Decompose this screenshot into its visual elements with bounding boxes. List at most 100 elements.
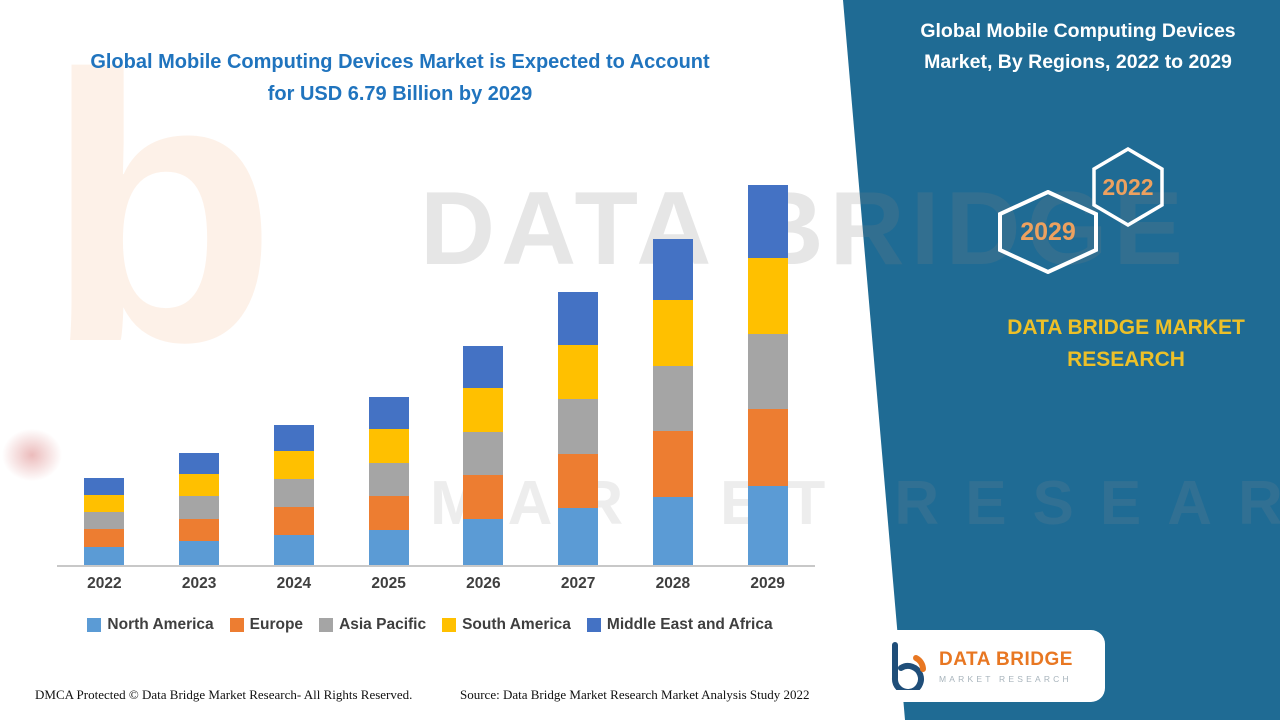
bar-segment-asia-pacific bbox=[652, 365, 693, 432]
bar-segment-south-america bbox=[558, 345, 599, 400]
brand-name-line1: DATA BRIDGE MARKET bbox=[1007, 316, 1245, 339]
legend-label-europe: Europe bbox=[249, 616, 304, 633]
legend-label-asia-pacific: Asia Pacific bbox=[339, 616, 427, 633]
bar-column-2026 bbox=[436, 346, 531, 565]
bar-segment-middle-east-and-africa bbox=[463, 346, 504, 389]
bar-segment-middle-east-and-africa bbox=[652, 238, 693, 301]
page-title-line2: for USD 6.79 Billion by 2029 bbox=[267, 83, 533, 105]
bar-segment-north-america bbox=[368, 529, 409, 565]
chart-plot-area bbox=[57, 178, 815, 567]
bar-segment-asia-pacific bbox=[368, 462, 409, 497]
legend-label-north-america: North America bbox=[107, 616, 214, 633]
bar-segment-middle-east-and-africa bbox=[179, 452, 220, 474]
right-blue-panel bbox=[843, 0, 1280, 720]
bar-segment-asia-pacific bbox=[463, 431, 504, 476]
stacked-bar-2024 bbox=[273, 424, 314, 565]
logo-text: DATA BRIDGE MARKET RESEARCH bbox=[939, 649, 1073, 684]
bar-segment-middle-east-and-africa bbox=[747, 185, 788, 258]
brand-name-text: DATA BRIDGE MARKET RESEARCH bbox=[1000, 312, 1252, 376]
bar-segment-europe bbox=[747, 409, 788, 486]
hexagon-2022-year: 2022 bbox=[1102, 173, 1154, 200]
bar-segment-south-america bbox=[652, 300, 693, 366]
bar-segment-europe bbox=[179, 518, 220, 541]
stacked-bar-chart: 2022 2023 2024 2025 2026 2027 2028 2029 bbox=[57, 178, 815, 593]
bar-column-2029 bbox=[720, 185, 815, 565]
x-axis-label-2029: 2029 bbox=[750, 575, 785, 592]
bar-segment-south-america bbox=[463, 388, 504, 432]
hexagon-2029-year: 2029 bbox=[1020, 217, 1076, 246]
bar-segment-europe bbox=[463, 475, 504, 520]
logo-name: DATA BRIDGE bbox=[939, 648, 1073, 670]
legend-item-north-america: North America bbox=[87, 616, 214, 634]
hexagon-2029: 2029 bbox=[997, 190, 1099, 274]
page-title: Global Mobile Computing Devices Market i… bbox=[20, 46, 780, 110]
bar-segment-europe bbox=[273, 507, 314, 536]
bar-segment-north-america bbox=[84, 546, 125, 565]
logo-tagline: MARKET RESEARCH bbox=[939, 673, 1072, 684]
legend-swatch-europe bbox=[229, 618, 244, 632]
bar-segment-asia-pacific bbox=[558, 399, 599, 454]
bar-column-2027 bbox=[531, 292, 626, 565]
data-bridge-logo-icon bbox=[891, 642, 926, 690]
legend-item-south-america: South America bbox=[442, 616, 571, 634]
bar-segment-europe bbox=[558, 453, 599, 508]
bar-segment-north-america bbox=[558, 507, 599, 565]
legend-swatch-north-america bbox=[87, 618, 102, 632]
bar-segment-north-america bbox=[652, 496, 693, 565]
bar-segment-middle-east-and-africa bbox=[84, 478, 125, 495]
bar-segment-europe bbox=[652, 431, 693, 497]
page-title-line1: Global Mobile Computing Devices Market i… bbox=[90, 51, 710, 73]
dmca-notice: DMCA Protected © Data Bridge Market Rese… bbox=[35, 687, 413, 702]
x-axis-label-2023: 2023 bbox=[181, 575, 217, 592]
bar-column-2023 bbox=[152, 452, 247, 565]
bar-segment-europe bbox=[84, 529, 125, 547]
bar-segment-north-america bbox=[179, 540, 220, 565]
bar-segment-south-america bbox=[368, 429, 409, 463]
bar-segment-middle-east-and-africa bbox=[273, 424, 314, 452]
stacked-bar-2022 bbox=[84, 478, 125, 565]
bar-column-2024 bbox=[247, 424, 342, 565]
panel-title: Global Mobile Computing Devices Market, … bbox=[890, 16, 1266, 78]
bar-segment-south-america bbox=[273, 451, 314, 480]
bar-segment-asia-pacific bbox=[273, 479, 314, 508]
panel-title-line1: Global Mobile Computing Devices bbox=[920, 20, 1236, 42]
bar-segment-asia-pacific bbox=[84, 511, 125, 530]
bar-segment-europe bbox=[368, 496, 409, 530]
bar-segment-asia-pacific bbox=[747, 333, 788, 410]
bar-segment-north-america bbox=[463, 519, 504, 565]
x-axis-label-2027: 2027 bbox=[560, 575, 596, 592]
x-axis-label-2028: 2028 bbox=[655, 575, 691, 592]
x-axis-label-2022: 2022 bbox=[87, 575, 122, 592]
hexagon-outline-icon bbox=[1092, 147, 1164, 227]
bar-segment-middle-east-and-africa bbox=[558, 292, 599, 346]
panel-title-line2: Market, By Regions, 2022 to 2029 bbox=[924, 51, 1232, 73]
bar-segment-south-america bbox=[84, 494, 125, 512]
stacked-bar-2029 bbox=[747, 185, 788, 565]
x-axis-label-2024: 2024 bbox=[276, 575, 312, 592]
bar-segment-asia-pacific bbox=[179, 496, 220, 519]
x-axis-label-2025: 2025 bbox=[371, 575, 406, 592]
legend-item-europe: Europe bbox=[229, 616, 304, 634]
legend-label-middle-east-and-africa: Middle East and Africa bbox=[606, 616, 773, 633]
bar-column-2028 bbox=[626, 238, 721, 565]
bar-segment-south-america bbox=[747, 257, 788, 334]
legend-swatch-asia-pacific bbox=[319, 618, 334, 632]
legend-swatch-middle-east-and-africa bbox=[586, 618, 601, 632]
bar-segment-north-america bbox=[273, 535, 314, 565]
company-logo: DATA BRIDGE MARKET RESEARCH bbox=[873, 630, 1105, 702]
bar-segment-middle-east-and-africa bbox=[368, 397, 409, 430]
bar-segment-north-america bbox=[747, 485, 788, 565]
chart-legend: North America Europe Asia Pacific South Ame… bbox=[40, 616, 820, 634]
legend-item-asia-pacific: Asia Pacific bbox=[319, 616, 426, 634]
bar-column-2022 bbox=[57, 478, 152, 565]
x-axis-label-2026: 2026 bbox=[466, 575, 501, 592]
source-note: Source: Data Bridge Market Research Mark… bbox=[460, 687, 810, 702]
legend-swatch-south-america bbox=[442, 618, 457, 632]
stacked-bar-2027 bbox=[558, 292, 599, 565]
x-axis-labels: 2022 2023 2024 2025 2026 2027 2028 2029 bbox=[57, 575, 815, 593]
stacked-bar-2028 bbox=[652, 238, 693, 565]
legend-label-south-america: South America bbox=[462, 616, 571, 633]
brand-name-line2: RESEARCH bbox=[1067, 348, 1185, 371]
legend-item-middle-east-and-africa: Middle East and Africa bbox=[586, 616, 773, 634]
